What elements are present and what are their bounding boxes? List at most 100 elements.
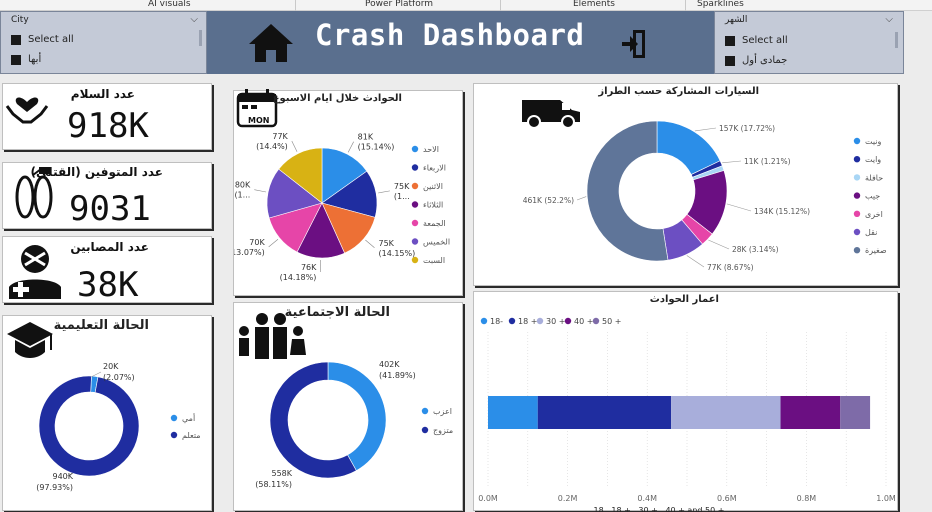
exit-icon[interactable]	[620, 28, 648, 60]
chevron-down-icon[interactable]: ⌵	[885, 14, 893, 25]
city-option-abha[interactable]: أبها	[11, 54, 41, 65]
data-label: 75K	[394, 182, 410, 191]
chart-slice	[328, 362, 386, 471]
bar-segment	[538, 396, 671, 429]
x-tick-label: 0.2M	[558, 494, 578, 503]
scrollbar[interactable]	[895, 32, 898, 48]
city-slicer[interactable]: City ⌵ Select all أبها	[0, 11, 207, 74]
vehicle-donut-chart: 157K (17.72%)11K (1.21%)134K (15.12%)28K…	[474, 84, 899, 287]
kpi-card-deaths: عدد المتوفين (القتلى) 9031	[2, 162, 212, 229]
weekday-chart-card: MON الحوادث خلال ايام الاسبوع 81K(15.14%…	[233, 90, 463, 296]
ribbon-tab-sparklines[interactable]: Sparklines	[697, 0, 744, 9]
checkbox-icon[interactable]	[11, 55, 21, 65]
legend-marker	[412, 220, 418, 226]
ribbon-divider	[500, 0, 501, 11]
checkbox-icon[interactable]	[725, 56, 735, 66]
kpi-value: 9031	[69, 189, 151, 229]
chart-slice	[39, 376, 139, 476]
month-option-jumada[interactable]: جمادى أول	[725, 55, 787, 66]
kpi-value: 918K	[67, 106, 149, 146]
x-tick-label: 0.4M	[637, 494, 657, 503]
legend-marker	[854, 229, 860, 235]
legend-marker	[171, 415, 177, 421]
data-label: 11K (1.21%)	[744, 157, 791, 166]
data-label: 28K (3.14%)	[732, 245, 779, 254]
data-label: (58.11%)	[255, 480, 292, 489]
data-label: (14.15%)	[379, 249, 416, 258]
bar-segment	[488, 396, 538, 429]
leader-line	[269, 239, 278, 247]
leader-line	[577, 197, 586, 200]
data-label: (13.07%)	[234, 248, 265, 257]
legend-label: 18-	[490, 317, 503, 326]
legend-marker	[412, 257, 418, 263]
injured-person-icon	[5, 239, 67, 301]
legend-label: الجمعة	[423, 219, 446, 228]
legend-marker	[509, 318, 515, 324]
chart-slice	[587, 121, 668, 261]
leader-line	[292, 141, 297, 152]
data-label: 77K	[272, 132, 288, 141]
bar-segment	[840, 396, 870, 429]
month-slicer[interactable]: الشهر ⌵ Select all جمادى أول	[714, 11, 904, 74]
leader-line	[695, 128, 716, 131]
legend-label: الاحد	[423, 145, 439, 154]
checkbox-icon[interactable]	[725, 36, 735, 46]
data-label: (41.89%)	[379, 371, 416, 380]
ribbon-bar: AI visuals Power Platform Elements Spark…	[0, 0, 932, 11]
data-label: (1...	[234, 191, 250, 200]
scrollbar[interactable]	[199, 30, 202, 46]
legend-marker	[422, 427, 428, 433]
legend-marker	[171, 432, 177, 438]
city-option-select-all[interactable]: Select all	[11, 34, 74, 45]
data-label: 940K	[52, 472, 73, 481]
legend-marker	[481, 318, 487, 324]
data-label: 558K	[271, 469, 292, 478]
leader-line	[365, 240, 374, 248]
bar-segment	[671, 396, 780, 429]
legend-marker	[412, 164, 418, 170]
page-title: Crash Dashboard	[315, 18, 584, 52]
data-label: (14.18%)	[280, 273, 317, 282]
data-label: (97.93%)	[36, 483, 73, 492]
legend-label: الثلاثاء	[423, 201, 443, 210]
heart-hands-icon	[5, 86, 49, 126]
home-icon[interactable]	[247, 22, 295, 64]
kpi-card-safe: عدد السلام 918K	[2, 83, 212, 150]
data-label: 157K (17.72%)	[719, 124, 775, 133]
legend-label: صغيرة	[865, 246, 887, 255]
vehicle-chart-card: السيارات المشاركة حسب الطراز 157K (17.72…	[473, 83, 898, 286]
data-label: (2.07%)	[103, 373, 135, 382]
checkbox-icon[interactable]	[11, 35, 21, 45]
ribbon-divider	[295, 0, 296, 11]
data-label: (15.14%)	[358, 143, 395, 152]
legend-label: اخرى	[865, 210, 883, 219]
x-axis-label: 18 , 18 + , 30 + , 40 + and 50 +	[594, 506, 725, 512]
data-label: 461K (52.2%)	[523, 196, 574, 205]
leader-line	[687, 255, 704, 267]
chevron-down-icon[interactable]: ⌵	[190, 14, 198, 25]
education-chart-card: الحالة التعليمية 20K(2.07%)940K(97.93%)أ…	[2, 315, 212, 511]
data-label: (1...	[394, 192, 410, 201]
legend-label: ونيت	[865, 137, 881, 146]
legend-label: 40 +	[574, 317, 593, 326]
data-label: 402K	[379, 360, 400, 369]
data-label: 76K	[301, 263, 317, 272]
ribbon-tab-power-platform[interactable]: Power Platform	[365, 0, 433, 9]
ribbon-tab-elements[interactable]: Elements	[573, 0, 615, 9]
legend-marker	[565, 318, 571, 324]
social-chart-card: الحالة الاجتماعية 402K(41.89%)558K(58.11…	[233, 302, 463, 511]
leader-line	[378, 191, 390, 193]
legend-label: حافلة	[865, 173, 883, 182]
legend-marker	[537, 318, 543, 324]
legend-label: 18 +	[518, 317, 537, 326]
ribbon-tab-ai-visuals[interactable]: AI visuals	[148, 0, 191, 9]
kpi-value: 38K	[77, 265, 138, 305]
legend-marker	[412, 201, 418, 207]
month-option-select-all[interactable]: Select all	[725, 35, 788, 46]
legend-marker	[854, 192, 860, 198]
legend-label: وايت	[865, 155, 881, 164]
data-label: (14.4%)	[256, 142, 288, 151]
